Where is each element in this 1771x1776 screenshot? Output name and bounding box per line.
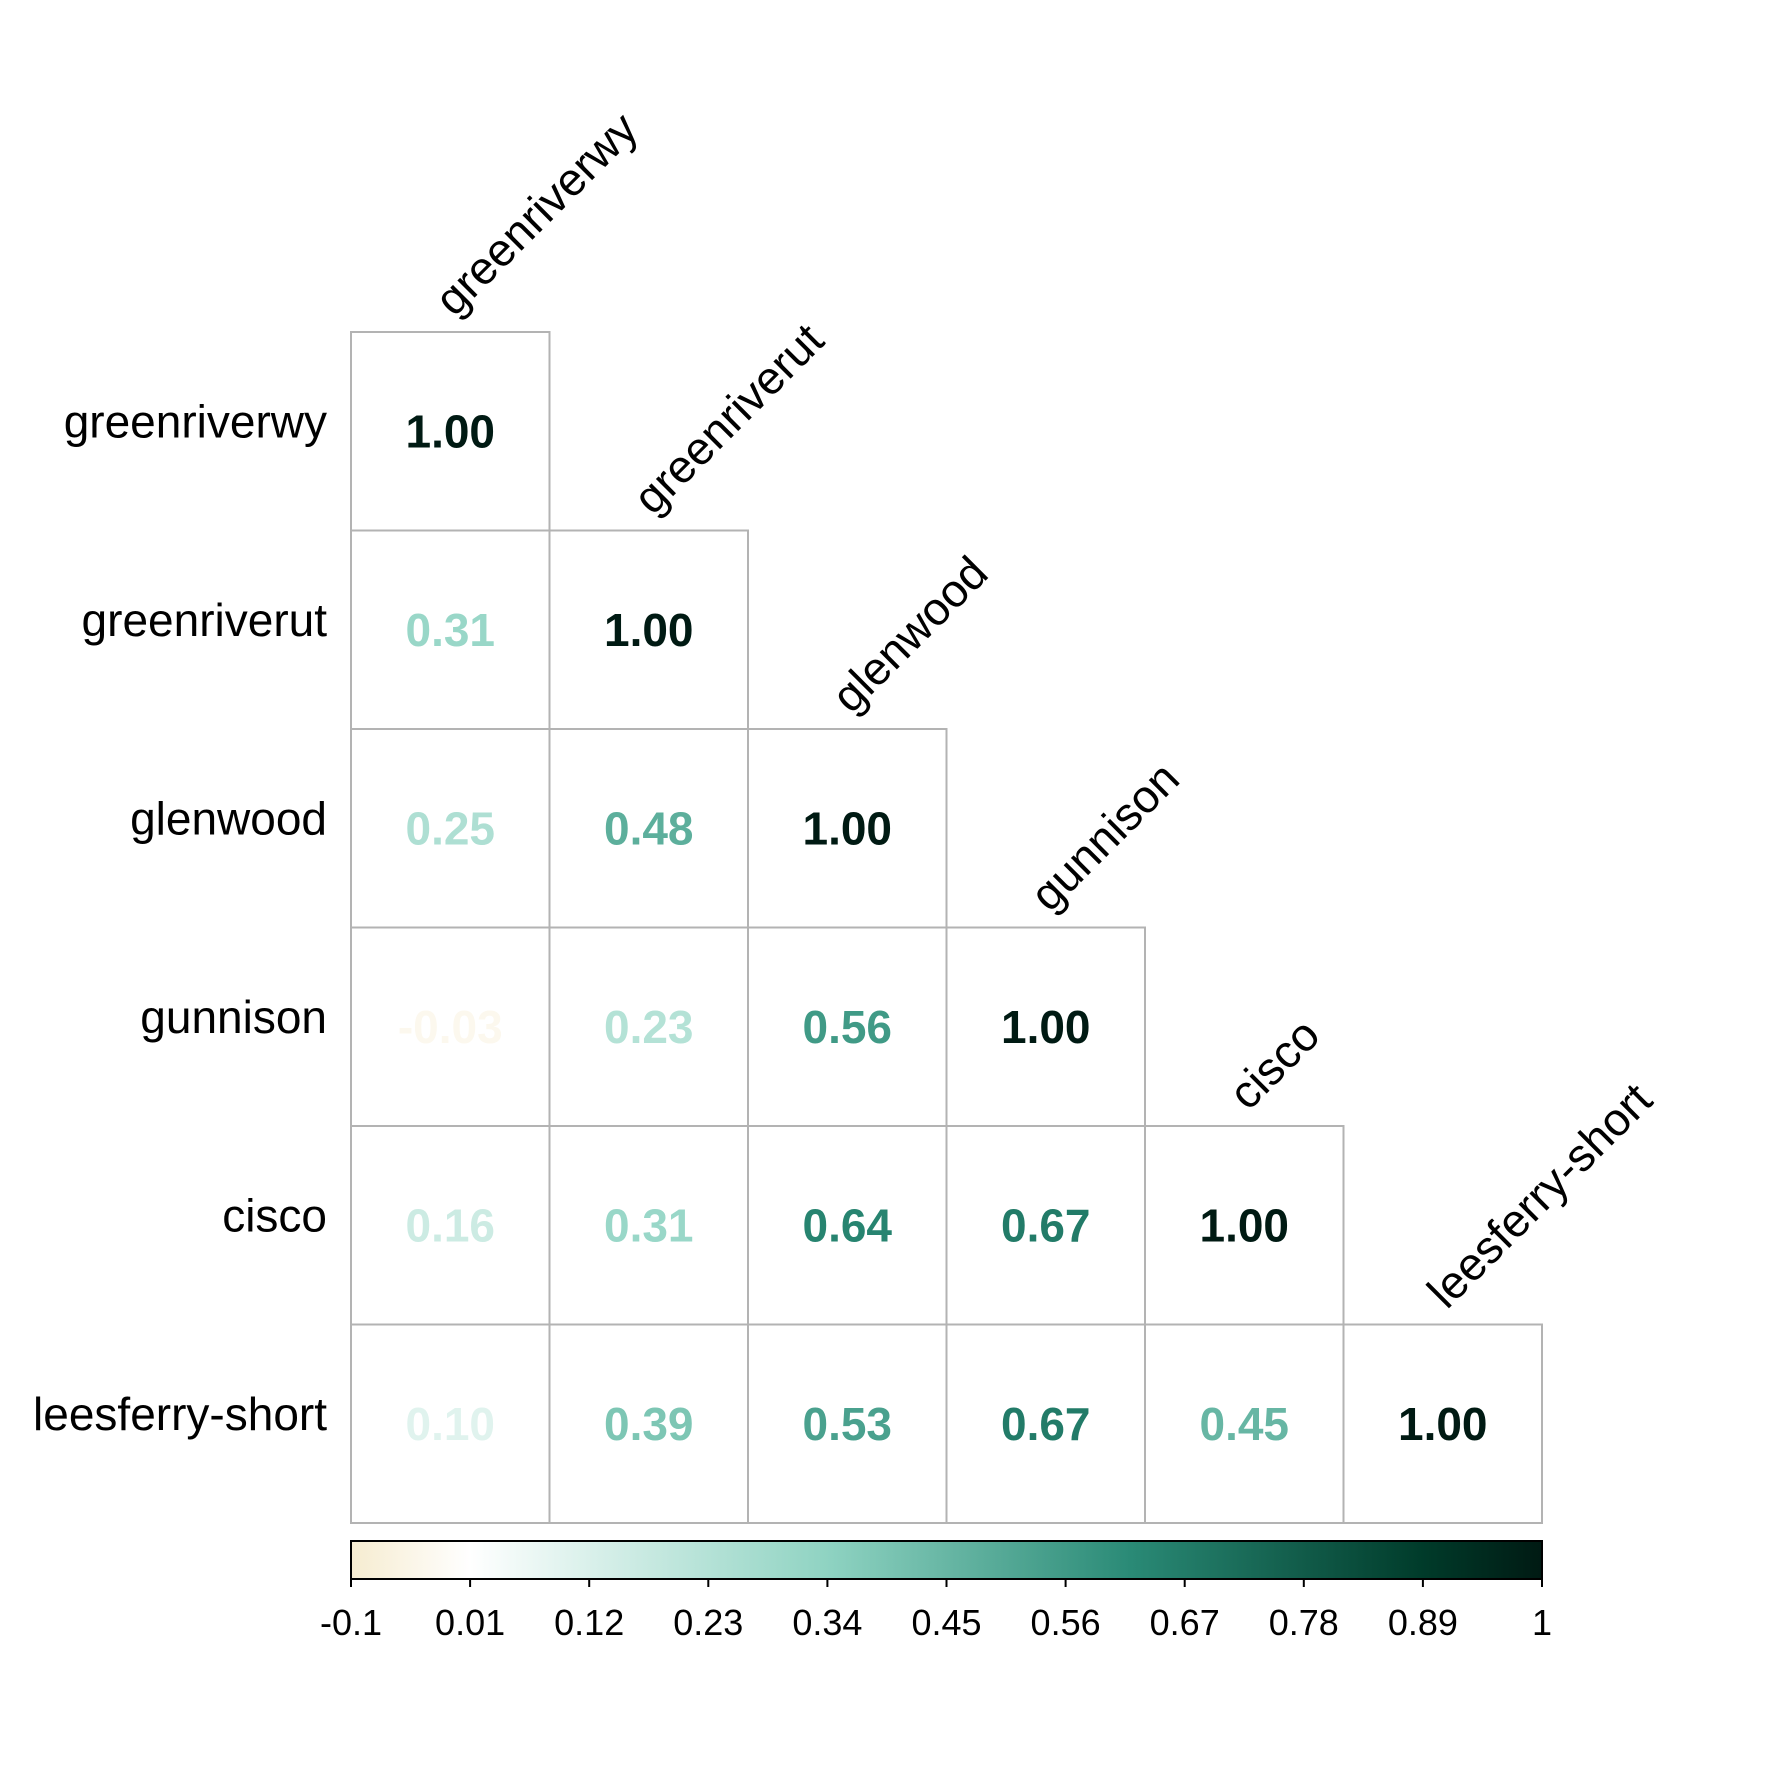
row-labels-group: greenriverwy greenriverut glenwood gunnison… [33,395,327,1440]
row-label: glenwood [130,792,327,844]
row-label: gunnison [140,991,327,1043]
cell-value-label: 0.25 [405,802,495,854]
colorbar-tick-label: 0.01 [435,1602,505,1643]
heatmap-cell [945,1125,1146,1326]
row-label: greenriverwy [64,395,327,447]
heatmap-cell [747,1125,948,1326]
cell-value-label: 0.67 [1001,1199,1091,1251]
cell-value-label: 0.16 [405,1199,495,1251]
colorbar-tick-label: 1 [1532,1602,1552,1643]
heatmap-cell [350,1323,551,1524]
heatmap-cell [548,1323,749,1524]
heatmap-cell [350,331,551,532]
colorbar-tick-label: 0.12 [554,1602,624,1643]
cell-value-label: -0.03 [398,1001,503,1053]
colorbar-tick-label: 0.67 [1150,1602,1220,1643]
colorbar-tick-label: -0.1 [320,1602,382,1643]
colorbar-tick-label: 0.45 [911,1602,981,1643]
heatmap-cell [1144,1323,1345,1524]
heatmap-cell [747,1323,948,1524]
cell-value-label: 1.00 [604,604,694,656]
column-label: gunnison [1020,752,1189,921]
heatmap-cell [747,728,948,929]
cell-value-label: 0.39 [604,1398,694,1450]
cell-value-label: 1.00 [1001,1001,1091,1053]
cell-value-label: 0.23 [604,1001,694,1053]
cell-value-label: 0.31 [604,1199,694,1251]
cell-value-label: 1.00 [1199,1199,1289,1251]
colorbar-tick-label: 0.89 [1388,1602,1458,1643]
heatmap-cell [350,529,551,730]
row-label: cisco [222,1189,327,1241]
column-label: greenriverwy [425,102,648,325]
cell-value-label: 0.31 [405,604,495,656]
cell-value-label: 1.00 [802,802,892,854]
heatmap-cell [350,728,551,929]
heatmap-cell [548,728,749,929]
heatmap-cell [548,1125,749,1326]
heatmap-cell [548,926,749,1127]
heatmap-cell [1144,1125,1345,1326]
colorbar-tick-label: 0.23 [673,1602,743,1643]
column-label: leesferry-short [1417,1073,1662,1318]
heatmap-cell [945,926,1146,1127]
cell-value-label: 0.10 [405,1398,495,1450]
colorbar-tick-label: 0.34 [792,1602,862,1643]
column-label: cisco [1219,1008,1330,1119]
cell-value-label: 0.64 [802,1199,892,1251]
colorbar-tick-label: 0.56 [1031,1602,1101,1643]
cell-value-label: 0.67 [1001,1398,1091,1450]
colorbar-gradient [350,1540,1543,1580]
colorbar: -0.1 0.01 0.12 0.23 0.34 0.45 0.56 0.67 0.78 0.89… [320,1540,1552,1643]
column-label: glenwood [822,546,998,722]
column-label: greenriverut [623,313,833,523]
cell-value-label: 1.00 [405,405,495,457]
cell-value-label: 1.00 [1398,1398,1488,1450]
heatmap-cell [548,529,749,730]
cell-value-label: 0.45 [1199,1398,1289,1450]
heatmap-cell [945,1323,1146,1524]
cells-group [350,331,1543,1524]
colorbar-tick-label: 0.78 [1269,1602,1339,1643]
row-label: greenriverut [82,594,328,646]
heatmap-cell [1342,1323,1543,1524]
row-label: leesferry-short [33,1388,327,1440]
cell-value-label: 0.48 [604,802,694,854]
cell-value-label: 0.53 [802,1398,892,1450]
cell-values-group: 1.00 0.31 1.00 0.25 0.48 1.00 -0.03 0.23 0.56 1.0… [398,405,1488,1450]
cell-value-label: 0.56 [802,1001,892,1053]
